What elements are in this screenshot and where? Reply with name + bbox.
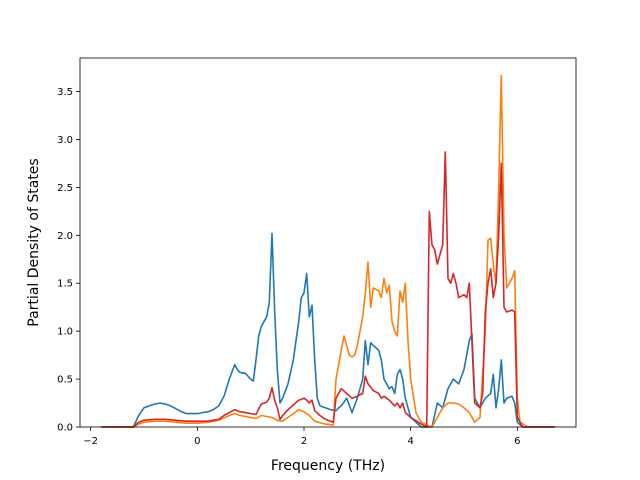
series-layer bbox=[101, 74, 555, 428]
y-tick-label: 3.0 bbox=[57, 135, 73, 146]
x-tick-label: 6 bbox=[514, 436, 520, 447]
x-tick-label: −2 bbox=[83, 436, 98, 447]
tick-layer: −2 0 2 4 6 0.0 0.5 1.0 1.5 2.0 2.5 3.0 3.5 bbox=[57, 87, 520, 447]
y-tick-label: 0.0 bbox=[57, 423, 73, 434]
y-tick-label: 1.5 bbox=[57, 279, 73, 290]
y-axis-label: Partial Density of States bbox=[26, 158, 42, 326]
y-tick-label: 1.0 bbox=[57, 327, 73, 338]
x-tick-label: 4 bbox=[407, 436, 413, 447]
y-tick-label: 2.5 bbox=[57, 183, 73, 194]
series-line-3 bbox=[101, 151, 555, 428]
y-tick-label: 0.5 bbox=[57, 375, 73, 386]
x-tick-label: 2 bbox=[301, 436, 307, 447]
x-tick-label: 0 bbox=[194, 436, 200, 447]
plot-frame bbox=[79, 57, 577, 428]
y-tick-label: 2.0 bbox=[57, 231, 73, 242]
y-tick-label: 3.5 bbox=[57, 87, 73, 98]
x-axis-label: Frequency (THz) bbox=[271, 458, 385, 474]
series-line-1 bbox=[101, 232, 555, 428]
